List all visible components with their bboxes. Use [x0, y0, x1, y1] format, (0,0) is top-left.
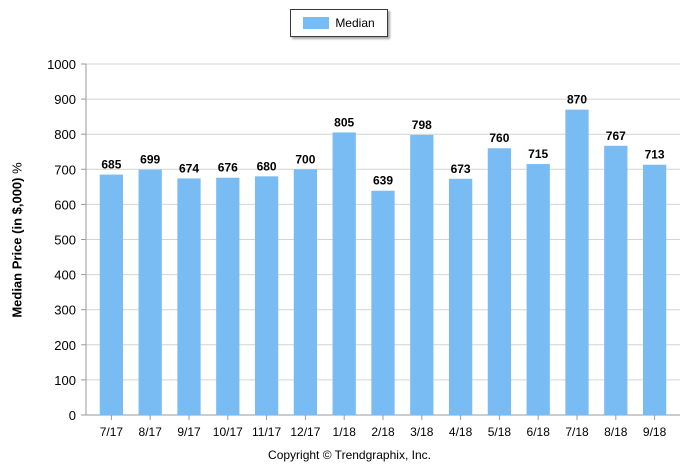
x-tick-label: 7/17 — [100, 425, 124, 439]
x-tick-label: 4/18 — [449, 425, 473, 439]
x-tick-label: 9/18 — [643, 425, 667, 439]
x-tick-label: 12/17 — [290, 425, 320, 439]
bar — [99, 174, 124, 415]
x-tick-label: 8/17 — [139, 425, 163, 439]
bar-value-label: 767 — [606, 129, 626, 143]
y-axis-title: Median Price (in $,000) % — [10, 162, 25, 317]
bar — [254, 176, 279, 415]
bar — [448, 178, 473, 415]
bar-value-label: 798 — [412, 118, 432, 132]
bar — [487, 148, 512, 416]
bar — [371, 190, 395, 415]
y-tick-label: 600 — [54, 197, 76, 212]
bar-value-label: 685 — [101, 158, 121, 172]
bar — [642, 164, 667, 415]
bar — [604, 145, 628, 415]
x-tick-label: 5/18 — [488, 425, 512, 439]
bar-value-label: 680 — [257, 159, 277, 173]
x-tick-label: 1/18 — [333, 425, 357, 439]
bar-value-label: 700 — [295, 152, 315, 166]
y-tick-label: 500 — [54, 233, 76, 248]
y-tick-label: 800 — [54, 127, 76, 142]
bar — [177, 178, 201, 415]
x-tick-label: 11/17 — [252, 425, 281, 439]
bar-value-label: 805 — [334, 115, 354, 129]
y-tick-label: 200 — [54, 338, 76, 353]
bar-value-label: 676 — [218, 161, 238, 175]
bar — [526, 164, 550, 415]
y-axis-title-text: Median Price (in $,000) — [9, 177, 25, 318]
bar — [293, 169, 318, 415]
y-tick-label: 100 — [54, 373, 76, 388]
copyright-text: Copyright © Trendgraphix, Inc. — [268, 448, 431, 462]
y-tick-label: 0 — [69, 408, 76, 423]
x-tick-label: 3/18 — [410, 425, 434, 439]
bar-value-label: 699 — [140, 153, 160, 167]
legend: Median — [290, 9, 388, 37]
bar — [138, 169, 162, 415]
bar-value-label: 870 — [567, 93, 587, 107]
bar-value-label: 674 — [179, 161, 199, 175]
bar-value-label: 760 — [489, 131, 509, 145]
y-tick-label: 1000 — [47, 57, 76, 72]
y-tick-label: 700 — [54, 162, 76, 177]
bar-value-label: 639 — [373, 174, 393, 188]
bar — [332, 132, 356, 415]
x-tick-label: 10/17 — [213, 425, 243, 439]
bar-value-label: 673 — [451, 162, 471, 176]
y-tick-label: 300 — [54, 303, 76, 318]
bar — [216, 177, 240, 415]
x-tick-label: 8/18 — [604, 425, 628, 439]
legend-swatch — [303, 17, 330, 29]
x-tick-label: 6/18 — [527, 425, 551, 439]
x-tick-label: 2/18 — [371, 425, 395, 439]
x-tick-label: 9/17 — [177, 425, 201, 439]
bar-value-label: 713 — [645, 148, 665, 162]
y-axis-title-unit: % — [9, 162, 25, 174]
legend-label: Median — [335, 16, 375, 30]
y-tick-label: 400 — [54, 268, 76, 283]
y-tick-label: 900 — [54, 92, 76, 107]
bar — [410, 134, 434, 416]
bar — [565, 109, 589, 415]
x-tick-label: 7/18 — [565, 425, 589, 439]
bar-value-label: 715 — [528, 147, 548, 161]
